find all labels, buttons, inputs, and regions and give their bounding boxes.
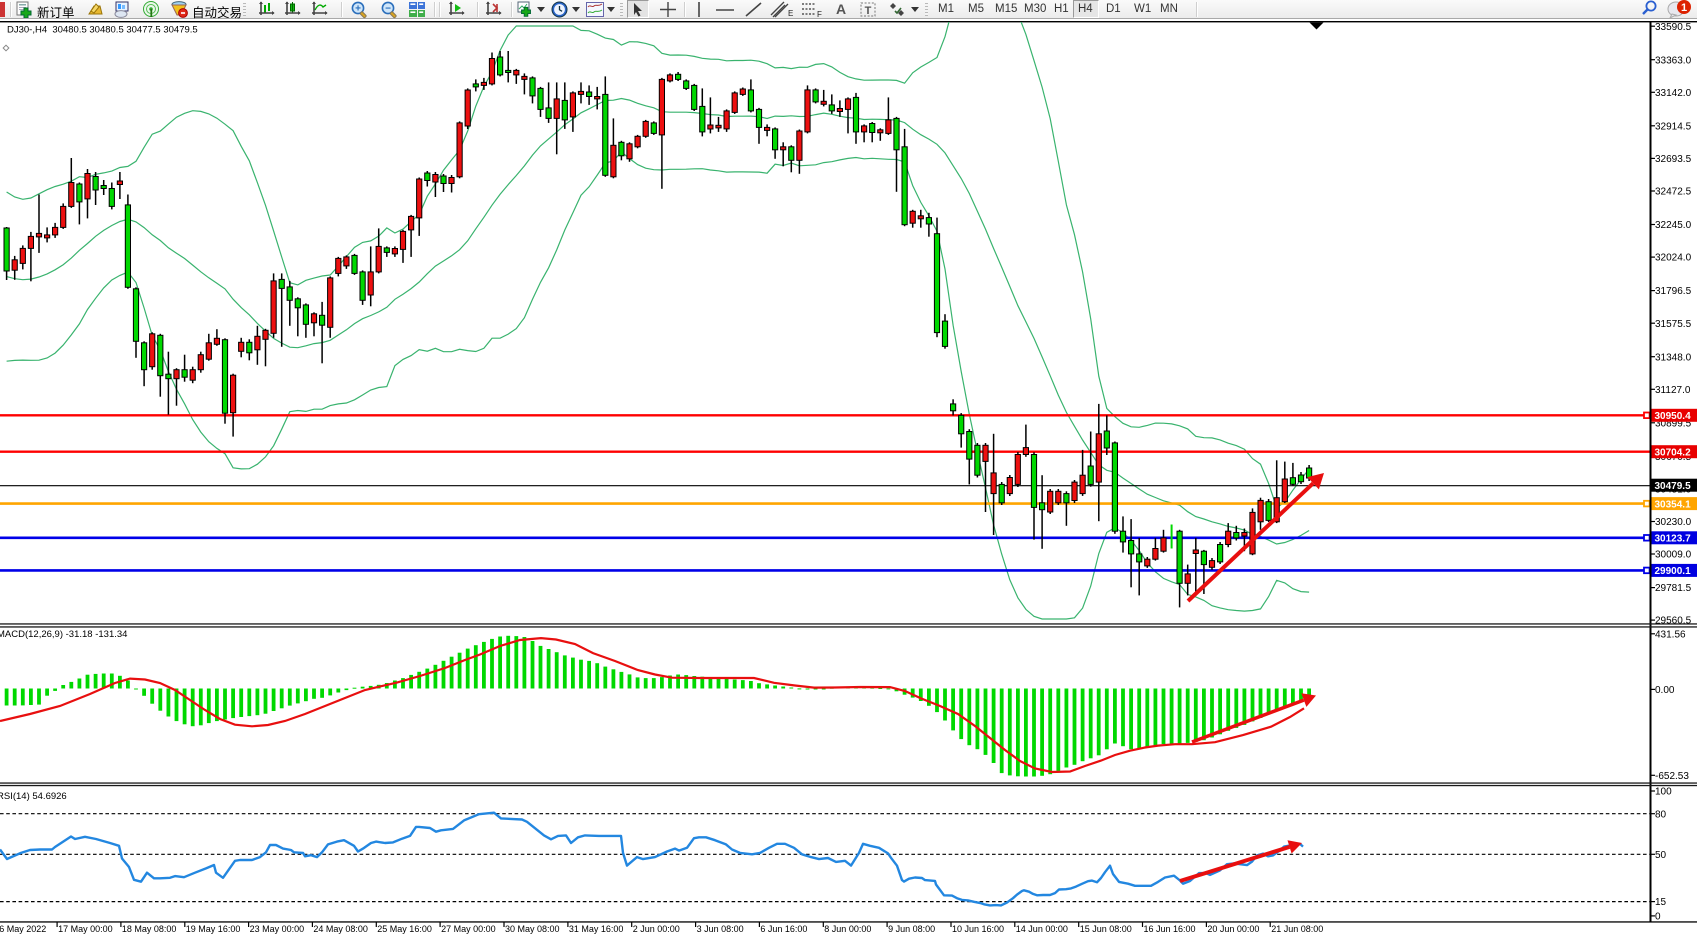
svg-text:32914.5: 32914.5 xyxy=(1655,121,1692,132)
svg-text:31 May 16:00: 31 May 16:00 xyxy=(569,924,624,934)
svg-text:6 Jun 16:00: 6 Jun 16:00 xyxy=(760,924,807,934)
svg-text:32245.0: 32245.0 xyxy=(1655,220,1692,231)
svg-text:30704.2: 30704.2 xyxy=(1655,448,1692,459)
svg-text:100: 100 xyxy=(1655,787,1672,798)
svg-text:31575.5: 31575.5 xyxy=(1655,319,1692,330)
svg-text:80: 80 xyxy=(1655,809,1667,820)
svg-text:DJ30-,H4 30480.5 30480.5 3047: DJ30-,H4 30480.5 30480.5 30477.5 30479.5 xyxy=(7,25,198,36)
svg-text:33590.5: 33590.5 xyxy=(1655,22,1692,33)
svg-text:10 Jun 16:00: 10 Jun 16:00 xyxy=(952,924,1004,934)
svg-text:31796.5: 31796.5 xyxy=(1655,286,1692,297)
svg-text:23 May 00:00: 23 May 00:00 xyxy=(250,924,305,934)
svg-text:19 May 16:00: 19 May 16:00 xyxy=(186,924,241,934)
svg-text:14 Jun 00:00: 14 Jun 00:00 xyxy=(1016,924,1068,934)
svg-text:30230.0: 30230.0 xyxy=(1655,517,1692,528)
svg-text:32693.5: 32693.5 xyxy=(1655,154,1692,165)
svg-text:0: 0 xyxy=(1655,912,1661,923)
svg-text:33142.0: 33142.0 xyxy=(1655,88,1692,99)
svg-text:2 Jun 00:00: 2 Jun 00:00 xyxy=(633,924,680,934)
svg-text:15: 15 xyxy=(1655,897,1667,908)
svg-text:31348.0: 31348.0 xyxy=(1655,352,1692,363)
svg-text:30354.1: 30354.1 xyxy=(1655,499,1692,510)
svg-text:30479.5: 30479.5 xyxy=(1655,481,1692,492)
svg-text:16 Jun 16:00: 16 Jun 16:00 xyxy=(1144,924,1196,934)
svg-text:25 May 16:00: 25 May 16:00 xyxy=(377,924,432,934)
svg-text:29900.1: 29900.1 xyxy=(1655,566,1692,577)
svg-text:29560.5: 29560.5 xyxy=(1655,616,1692,627)
svg-text:RSI(14) 54.6926: RSI(14) 54.6926 xyxy=(0,791,67,802)
svg-text:-652.53: -652.53 xyxy=(1655,771,1689,782)
svg-text:30 May 08:00: 30 May 08:00 xyxy=(505,924,560,934)
svg-text:431.56: 431.56 xyxy=(1655,629,1686,640)
svg-text:F: F xyxy=(817,10,822,18)
svg-text:8 Jun 00:00: 8 Jun 00:00 xyxy=(824,924,871,934)
svg-text:50: 50 xyxy=(1655,850,1667,861)
svg-text:T: T xyxy=(865,5,872,17)
svg-text:18 May 08:00: 18 May 08:00 xyxy=(122,924,177,934)
svg-text:1: 1 xyxy=(1681,2,1687,14)
svg-text:24 May 08:00: 24 May 08:00 xyxy=(313,924,368,934)
svg-text:MACD(12,26,9) -31.18 -131.34: MACD(12,26,9) -31.18 -131.34 xyxy=(0,629,127,640)
svg-text:30009.0: 30009.0 xyxy=(1655,550,1692,561)
svg-text:32024.0: 32024.0 xyxy=(1655,253,1692,264)
svg-text:9 Jun 08:00: 9 Jun 08:00 xyxy=(888,924,935,934)
svg-text:30950.4: 30950.4 xyxy=(1655,411,1692,422)
svg-text:20 Jun 00:00: 20 Jun 00:00 xyxy=(1207,924,1259,934)
svg-text:29781.5: 29781.5 xyxy=(1655,583,1692,594)
svg-text:27 May 00:00: 27 May 00:00 xyxy=(441,924,496,934)
svg-text:17 May 00:00: 17 May 00:00 xyxy=(58,924,113,934)
svg-text:30123.7: 30123.7 xyxy=(1655,534,1692,545)
svg-text:32472.5: 32472.5 xyxy=(1655,187,1692,198)
svg-text:33363.0: 33363.0 xyxy=(1655,55,1692,66)
svg-text:E: E xyxy=(788,9,793,18)
svg-text:15 Jun 08:00: 15 Jun 08:00 xyxy=(1080,924,1132,934)
svg-text:0.00: 0.00 xyxy=(1655,685,1675,696)
svg-text:16 May 2022: 16 May 2022 xyxy=(0,924,46,934)
svg-text:31127.0: 31127.0 xyxy=(1655,385,1691,396)
svg-text:21 Jun 08:00: 21 Jun 08:00 xyxy=(1271,924,1323,934)
svg-text:3 Jun 08:00: 3 Jun 08:00 xyxy=(697,924,744,934)
